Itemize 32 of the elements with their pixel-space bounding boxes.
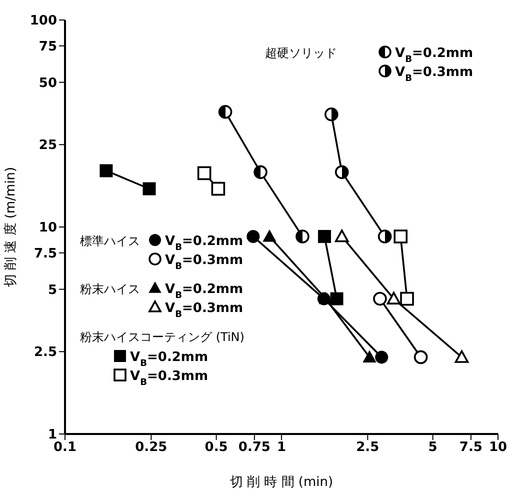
annotation: 粉末ハイス [80,282,140,296]
y-axis-title: 切 削 速 度 (m/min) [2,166,19,288]
annotation: 粉末ハイスコーティング (TiN) [80,330,244,344]
legend-label: V$_{B}$=0.3mm [165,301,244,320]
y-tick-label: 1 [48,428,57,443]
y-tick-label: 5 [48,282,57,298]
y-tick-label: 50 [38,76,57,91]
x-tick-label: 5 [428,440,438,456]
legend-label: V$_{B}$=0.2mm [165,282,244,301]
y-tick-label: 75 [38,39,57,54]
legend-label: V$_{B}$=0.2mm [165,234,244,253]
x-tick-label: 0.1 [53,440,77,456]
x-tick-label: 0.25 [135,440,168,456]
y-tick-label: 2.5 [34,345,57,360]
annotation: 標準ハイス [80,234,140,248]
x-axis-title: 切 削 時 間 (min) [230,475,334,490]
x-tick-label: 1 [276,440,286,456]
x-tick-label: 0.75 [238,440,270,456]
legend-label: V$_{B}$=0.3mm [395,65,474,84]
legend-label: V$_{B}$=0.3mm [130,369,208,388]
x-tick-label: 0.5 [204,440,228,456]
y-tick-label: 100 [30,14,57,29]
legend-label: V$_{B}$=0.2mm [395,46,474,65]
x-tick-label: 2.5 [356,440,380,456]
y-tick-label: 10 [38,220,57,236]
x-tick-label: 10 [488,440,508,456]
x-tick-label: 7.5 [459,440,482,456]
legend-label: V$_{B}$=0.2mm [130,350,208,369]
legend-label: V$_{B}$=0.3mm [165,253,244,272]
y-tick-label: 7.5 [34,246,57,262]
y-tick-label: 25 [38,138,57,154]
annotation: 超硬ソリッド [265,46,337,60]
